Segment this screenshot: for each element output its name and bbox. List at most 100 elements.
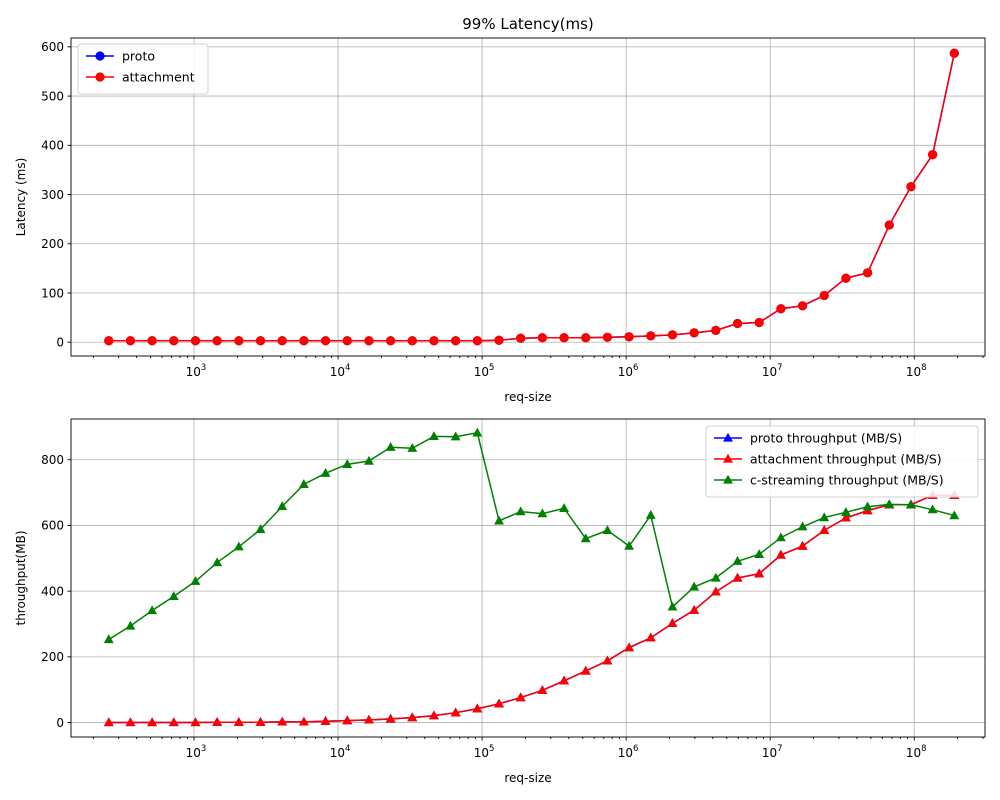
x-tick-label: 105 <box>474 744 495 760</box>
data-point <box>689 604 700 614</box>
data-point <box>147 336 157 346</box>
data-point <box>385 442 396 451</box>
data-point <box>710 572 721 582</box>
data-point <box>949 48 959 58</box>
data-point <box>234 336 244 346</box>
legend-label: attachment <box>122 70 195 85</box>
data-point <box>233 717 244 726</box>
data-point <box>559 503 569 512</box>
y-tick-label: 400 <box>41 584 64 598</box>
data-point <box>190 336 201 346</box>
data-point <box>429 431 439 441</box>
y-tick-label: 300 <box>41 188 64 202</box>
data-point <box>797 540 808 550</box>
data-point <box>450 707 461 717</box>
data-point <box>667 330 678 340</box>
data-point <box>103 717 114 727</box>
data-point <box>364 336 374 346</box>
x-tick-exponent: 6 <box>633 744 638 754</box>
data-point <box>147 717 158 727</box>
data-point <box>906 499 916 509</box>
legend-label: proto <box>122 49 155 64</box>
series-attachment <box>104 48 959 346</box>
data-point <box>125 336 136 346</box>
data-point <box>363 455 374 465</box>
data-point <box>537 508 548 518</box>
x-tick-label: 103 <box>186 363 207 379</box>
data-point <box>580 665 591 675</box>
series-proto <box>104 48 959 346</box>
data-point <box>711 325 721 336</box>
x-tick-base: 10 <box>186 365 201 379</box>
x-tick-label: 104 <box>330 744 351 760</box>
data-point <box>472 427 483 437</box>
data-point <box>103 634 114 644</box>
legend-marker <box>95 72 105 82</box>
data-point <box>819 290 829 301</box>
y-tick-label: 800 <box>41 453 64 467</box>
data-point <box>667 601 678 611</box>
x-axis-title: req-size <box>504 771 551 785</box>
legend: proto throughput (MB/S) attachment throug… <box>705 425 979 498</box>
y-tick-label: 500 <box>41 89 64 103</box>
data-point <box>559 333 569 343</box>
x-tick-base: 10 <box>906 746 921 760</box>
y-tick-label: 0 <box>56 336 64 350</box>
data-point <box>624 642 635 652</box>
legend-marker <box>723 474 733 484</box>
data-point <box>407 712 418 722</box>
data-point <box>645 510 656 519</box>
data-point <box>840 512 851 522</box>
data-point <box>472 703 483 713</box>
data-point <box>494 698 504 708</box>
x-tick-label: 107 <box>762 363 783 379</box>
data-point <box>320 336 331 346</box>
data-point <box>580 533 591 543</box>
x-tick-base: 10 <box>474 746 489 760</box>
data-point <box>537 333 547 343</box>
plot-frame <box>70 37 986 357</box>
data-point <box>407 443 418 452</box>
x-tick-label: 104 <box>330 363 351 379</box>
data-point <box>298 479 309 489</box>
data-point <box>840 507 851 516</box>
data-point <box>299 336 309 346</box>
data-point <box>646 331 656 341</box>
data-point <box>841 273 851 283</box>
x-axis-title: req-size <box>504 390 551 404</box>
data-point <box>797 301 808 311</box>
x-tick-base: 10 <box>906 365 921 379</box>
data-point <box>168 717 179 727</box>
legend-marker <box>723 432 733 442</box>
x-tick-exponent: 5 <box>489 744 494 754</box>
data-point <box>342 459 353 468</box>
x-tick-label: 103 <box>186 744 207 760</box>
y-tick-label: 400 <box>41 139 64 153</box>
data-point <box>429 336 439 346</box>
data-point <box>277 336 287 346</box>
data-point <box>515 506 526 516</box>
data-point <box>862 268 873 278</box>
data-point <box>645 632 656 642</box>
data-point <box>407 336 417 346</box>
data-point <box>320 468 331 477</box>
latency-chart: 103 104 105 106 107 108010020030040050060099%… <box>14 15 986 404</box>
x-tick-base: 10 <box>762 365 777 379</box>
data-point <box>320 716 331 725</box>
data-point <box>451 336 461 346</box>
data-point <box>906 182 916 192</box>
x-tick-base: 10 <box>618 746 633 760</box>
data-point <box>689 581 700 591</box>
x-tick-exponent: 7 <box>777 744 782 754</box>
x-tick-exponent: 7 <box>777 363 782 373</box>
x-tick-label: 106 <box>618 744 639 760</box>
data-point <box>190 717 201 727</box>
data-point <box>602 332 613 342</box>
x-tick-exponent: 8 <box>921 744 926 754</box>
x-tick-exponent: 3 <box>201 744 206 754</box>
series-line <box>108 53 956 342</box>
data-point <box>819 512 830 522</box>
data-point <box>775 549 786 559</box>
data-point <box>819 525 830 535</box>
data-point <box>624 332 634 342</box>
